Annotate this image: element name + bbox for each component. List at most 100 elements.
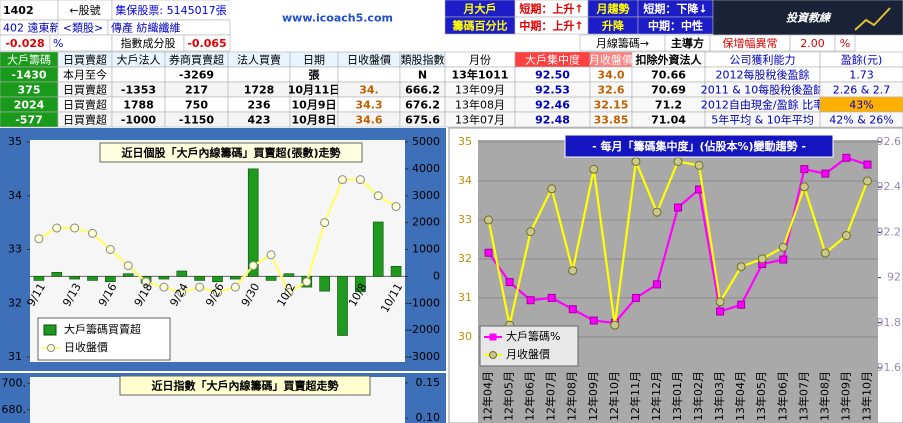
table-cell: 1728 <box>244 84 275 97</box>
point <box>284 288 294 297</box>
point <box>715 297 725 307</box>
title-box <box>119 375 371 396</box>
cell <box>111 66 166 83</box>
legend-label: 月收盤價 <box>506 347 550 361</box>
tick-label: -1000 <box>408 296 440 309</box>
tick-label: 34 <box>458 174 472 187</box>
alert: 保增幅異常 <box>723 36 778 50</box>
table-cell: 5年平均 & 10年平均 <box>711 113 814 127</box>
x-tick-label: 12年06月 <box>523 371 537 421</box>
point <box>373 191 383 201</box>
mid-term: 中期：中性 <box>648 19 703 33</box>
cell <box>834 34 856 52</box>
point <box>757 254 767 264</box>
bar <box>390 265 402 277</box>
x-tick-label: 12年10月 <box>607 371 621 421</box>
bar <box>105 276 116 283</box>
title-box <box>564 134 834 158</box>
chart-title: - 每月「籌碼集中度」(佔股本%)變動趨勢 - <box>592 139 806 153</box>
bar <box>51 272 63 277</box>
leader: 主導方 <box>671 36 704 50</box>
legend-label: 大戶籌碼% <box>506 329 560 343</box>
table-cell: 236 <box>248 99 271 112</box>
title-box <box>99 142 363 163</box>
alert-unit: % <box>840 37 850 50</box>
table-cell: 1788 <box>123 99 154 112</box>
table-cell: -3269 <box>179 69 214 82</box>
point <box>70 223 80 233</box>
point <box>484 215 494 225</box>
table-cell: 10月8日 <box>292 114 337 127</box>
chart-title: 近日個股「大戶內線籌碼」買賣超(張數)走勢 <box>121 146 340 160</box>
tick-label: 0.15 <box>416 376 441 389</box>
table-cell: 13年09月 <box>455 83 505 97</box>
bar <box>69 276 80 280</box>
table-cell: 34.6 <box>355 114 382 127</box>
x-tick-label: 12年09月 <box>586 371 600 421</box>
x-tick-label: 12年07月 <box>544 371 558 421</box>
point <box>800 165 809 174</box>
table-cell: 2012自由現金/盈餘 比率 <box>701 98 824 112</box>
table-cell: -577 <box>15 114 43 127</box>
point <box>694 160 704 170</box>
column-header: 月份 <box>469 54 491 67</box>
table-cell: 2012每股稅後盈餘 <box>716 68 810 82</box>
point <box>589 164 599 174</box>
x-tick-label: 13年08月 <box>817 371 831 421</box>
table-cell: 2.26 & 2.7 <box>833 84 891 97</box>
bar <box>212 276 223 283</box>
shares: 集保股票: 5145017張 <box>115 3 226 17</box>
table-cell: 71.04 <box>651 114 686 127</box>
column-header: 日買賣超 <box>63 53 107 67</box>
column-header: 大戶集中度 <box>525 53 580 67</box>
table-cell: 32.15 <box>594 99 629 112</box>
bar <box>194 276 205 281</box>
bar <box>265 276 277 281</box>
point <box>526 296 535 305</box>
x-tick-label: 12年11月 <box>628 371 642 421</box>
column-header: 公司獲利能力 <box>730 53 796 67</box>
table-cell: 13年08月 <box>455 98 505 112</box>
point <box>821 169 830 178</box>
table-cell: 92.50 <box>535 69 570 82</box>
point <box>338 175 347 185</box>
bar <box>355 276 366 293</box>
point <box>673 156 683 166</box>
short-term: 短期：下降↓ <box>643 2 707 16</box>
x-tick-label: 13年09月 <box>838 371 852 421</box>
tick-label: 680. <box>2 403 27 416</box>
tick-label: 92.6 <box>877 135 902 148</box>
point <box>737 300 746 309</box>
point <box>547 293 556 302</box>
point <box>248 261 258 271</box>
point <box>391 202 401 211</box>
point <box>778 242 788 252</box>
tick-label: 33 <box>8 243 22 256</box>
tick-label: 3000 <box>412 189 440 202</box>
point <box>863 160 872 169</box>
x-tick-label: 13年06月 <box>775 371 789 421</box>
tick-label: -2000 <box>408 323 440 336</box>
change: -0.028 <box>5 37 44 50</box>
legend-swatch <box>43 324 57 336</box>
tick-label: 92.2 <box>877 225 902 238</box>
point <box>799 182 809 192</box>
cell <box>227 66 291 83</box>
point <box>589 316 598 325</box>
tick-label: 700. <box>2 376 27 389</box>
table-cell: 375 <box>18 84 41 97</box>
column-header: 大戶法人 <box>117 53 161 67</box>
index-change: -0.065 <box>187 37 226 50</box>
table-cell: 42% & 26% <box>829 114 893 127</box>
tick-label: 1000 <box>412 243 440 256</box>
tick-label: 91.8 <box>877 316 902 329</box>
point <box>141 277 151 287</box>
point <box>355 175 365 185</box>
table-cell: 32.6 <box>597 84 624 97</box>
point <box>610 320 620 330</box>
table-cell: 70.69 <box>651 84 686 97</box>
tick-label: 31 <box>458 291 472 304</box>
table-cell: 13年1011 <box>452 68 509 82</box>
